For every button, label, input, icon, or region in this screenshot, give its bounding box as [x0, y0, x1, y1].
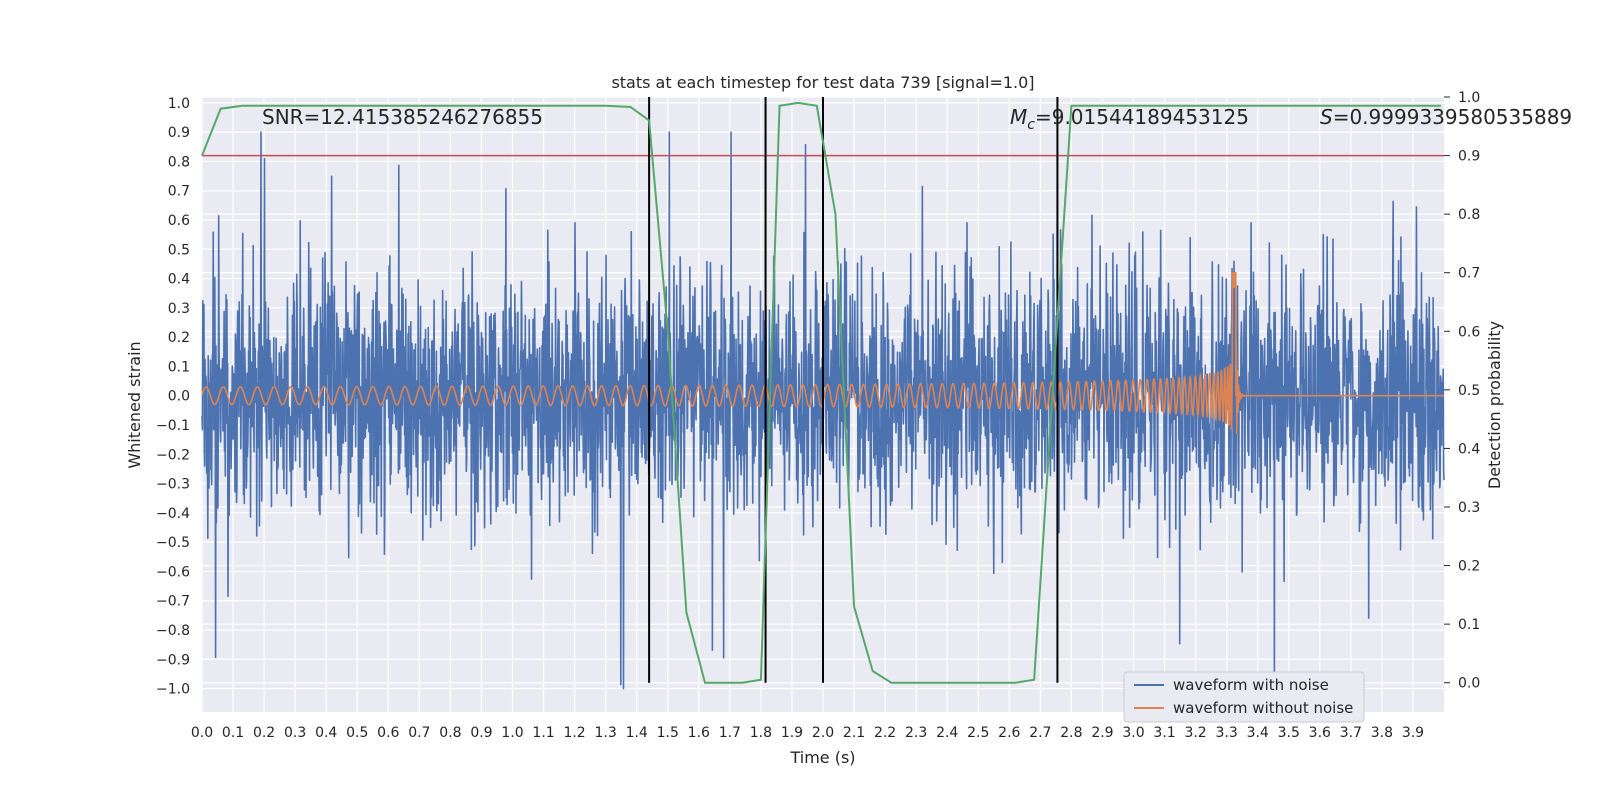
x-tick-label: 3.9 [1402, 725, 1424, 741]
chirp-mass-symbol: M [1010, 105, 1027, 129]
snr-annotation: SNR=12.415385246276855 [262, 105, 543, 129]
chirp-mass-annotation: Mc=9.01544189453125 [1010, 105, 1249, 133]
chart-title: stats at each timestep for test data 739… [611, 73, 1034, 92]
right-y-tick-label: 0.0 [1458, 676, 1480, 692]
x-tick-label: 0.6 [377, 725, 399, 741]
right-y-tick-label: 0.4 [1458, 441, 1480, 457]
right-y-tick-label: 0.7 [1458, 266, 1480, 282]
right-y-tick-label: 0.1 [1458, 617, 1480, 633]
x-axis-ticks: 0.0 0.1 0.2 0.3 0.4 0.5 0.6 0.7 0.8 0.9 1.0 1.1 1.2 1… [191, 725, 1424, 741]
x-tick-label: 3.7 [1340, 725, 1362, 741]
legend-box [1123, 671, 1365, 723]
left-y-tick-label: 0.6 [168, 213, 190, 229]
right-y-axis-ticks: 1.0 0.9 0.8 0.7 0.6 0.5 0.4 0.3 0.2 0.1 0.0 [1444, 90, 1480, 692]
left-y-tick-label: −0.8 [156, 623, 190, 639]
x-tick-label: 2.3 [905, 725, 927, 741]
left-y-tick-label: −0.5 [156, 535, 190, 551]
left-y-tick-label: 0.8 [168, 154, 190, 170]
right-y-tick-label: 0.2 [1458, 559, 1480, 575]
x-tick-label: 1.0 [501, 725, 523, 741]
left-y-tick-label: 0.3 [168, 301, 190, 317]
left-y-axis-ticks: 1.0 0.9 0.8 0.7 0.6 0.5 0.4 0.3 0.2 0.1 0.0 −0.1 −0.… [156, 96, 190, 698]
x-tick-label: 3.5 [1278, 725, 1300, 741]
x-tick-label: 1.5 [657, 725, 679, 741]
legend-label-clean: waveform without noise [1173, 699, 1353, 717]
left-y-tick-label: 0.7 [168, 184, 190, 200]
right-y-tick-label: 0.3 [1458, 500, 1480, 516]
right-y-tick-label: 0.6 [1458, 324, 1480, 340]
x-tick-label: 2.0 [812, 725, 834, 741]
left-y-tick-label: −1.0 [156, 682, 190, 698]
legend: waveform with noise waveform without noi… [1123, 671, 1365, 723]
s-symbol: S [1320, 105, 1333, 129]
x-tick-label: 2.2 [874, 725, 896, 741]
right-y-axis-label: Detection probability [1485, 321, 1504, 489]
x-tick-label: 3.3 [1216, 725, 1238, 741]
left-y-tick-label: −0.9 [156, 652, 190, 668]
x-axis-label: Time (s) [789, 748, 855, 767]
x-tick-label: 3.4 [1247, 725, 1269, 741]
left-y-tick-label: −0.1 [156, 418, 190, 434]
left-y-tick-label: 0.5 [168, 242, 190, 258]
x-tick-label: 3.1 [1153, 725, 1175, 741]
x-tick-label: 1.7 [719, 725, 741, 741]
x-tick-label: 0.1 [222, 725, 244, 741]
x-tick-label: 3.2 [1184, 725, 1206, 741]
left-y-tick-label: −0.2 [156, 447, 190, 463]
left-y-axis-label: Whitened strain [125, 341, 144, 468]
series-detection-probability [201, 101, 1441, 684]
x-tick-label: 1.9 [781, 725, 803, 741]
left-y-tick-label: 0.1 [168, 359, 190, 375]
vertical-markers [648, 97, 1059, 683]
left-y-tick-label: −0.3 [156, 477, 190, 493]
x-tick-label: 2.4 [936, 725, 958, 741]
x-tick-label: 0.7 [408, 725, 430, 741]
x-tick-label: 1.4 [626, 725, 648, 741]
left-y-tick-label: 0.4 [168, 272, 190, 288]
x-tick-label: 3.6 [1309, 725, 1331, 741]
x-tick-label: 0.9 [470, 725, 492, 741]
x-tick-label: 1.2 [563, 725, 585, 741]
left-y-tick-label: 0.2 [168, 330, 190, 346]
x-tick-label: 2.8 [1060, 725, 1082, 741]
left-y-tick-label: 0.0 [168, 389, 190, 405]
right-y-tick-label: 0.5 [1458, 383, 1480, 399]
x-tick-label: 2.9 [1091, 725, 1113, 741]
x-tick-label: 0.2 [253, 725, 275, 741]
legend-label-noise: waveform with noise [1173, 676, 1329, 694]
x-tick-label: 1.8 [750, 725, 772, 741]
right-y-tick-label: 0.8 [1458, 207, 1480, 223]
chirp-mass-value: =9.01544189453125 [1035, 105, 1249, 129]
x-tick-label: 1.6 [688, 725, 710, 741]
x-tick-label: 2.1 [843, 725, 865, 741]
right-y-tick-label: 1.0 [1458, 90, 1480, 106]
left-y-tick-label: −0.7 [156, 594, 190, 610]
x-tick-label: 3.8 [1371, 725, 1393, 741]
left-y-tick-label: 1.0 [168, 96, 190, 112]
right-y-tick-label: 0.9 [1458, 149, 1480, 165]
x-tick-label: 2.6 [998, 725, 1020, 741]
left-y-tick-label: −0.6 [156, 564, 190, 580]
chirp-mass-subscript: c [1027, 117, 1035, 133]
left-y-tick-label: 0.9 [168, 125, 190, 141]
x-tick-label: 0.3 [284, 725, 306, 741]
left-y-tick-label: −0.4 [156, 506, 190, 522]
x-tick-label: 2.7 [1029, 725, 1051, 741]
x-tick-label: 0.8 [439, 725, 461, 741]
probability-line [201, 101, 1441, 684]
x-tick-label: 0.0 [191, 725, 213, 741]
x-tick-label: 1.3 [595, 725, 617, 741]
x-tick-label: 3.0 [1122, 725, 1144, 741]
s-value: =0.9999339580535889 [1333, 105, 1572, 129]
x-tick-label: 2.5 [967, 725, 989, 741]
x-tick-label: 0.5 [346, 725, 368, 741]
x-tick-label: 1.1 [532, 725, 554, 741]
x-tick-label: 0.4 [315, 725, 337, 741]
s-annotation: S=0.9999339580535889 [1320, 105, 1572, 129]
